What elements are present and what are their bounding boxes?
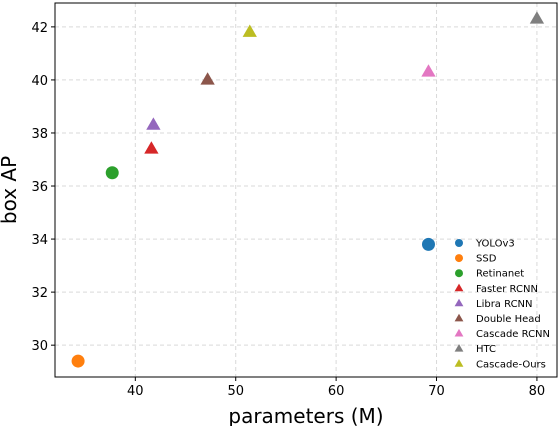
legend-marker-htc	[454, 343, 464, 352]
legend-label-cascade-ours: Cascade-Ours	[476, 359, 546, 370]
point-ssd	[71, 354, 85, 368]
legend-label-yolov3: YOLOv3	[475, 239, 515, 250]
x-tick-label: 80	[529, 384, 546, 399]
legend-label-cascade-rcnn: Cascade RCNN	[476, 329, 550, 340]
point-yolov3	[421, 237, 435, 251]
x-tick-label: 40	[127, 384, 144, 399]
x-axis-label: parameters (M)	[228, 404, 383, 426]
y-tick-label: 30	[31, 339, 48, 354]
point-htc	[529, 11, 545, 24]
point-faster-rcnn	[144, 141, 159, 154]
legend-label-double-head: Double Head	[476, 314, 541, 325]
x-tick-label: 50	[227, 384, 244, 399]
legend-label-ssd: SSD	[476, 254, 497, 265]
legend-marker-yolov3	[455, 239, 463, 247]
legend: YOLOv3 SSD Retinanet Faster RCNN Libra RCNN D…	[454, 239, 550, 370]
legend-marker-double-head	[454, 313, 464, 322]
x-tick-label: 60	[328, 384, 345, 399]
plot-frame	[54, 2, 558, 378]
point-libra-rcnn	[146, 117, 161, 130]
axis-ticks: 40 50 60 70 80 30 32 34 36 38 40 42	[31, 21, 545, 399]
point-cascade-ours	[242, 24, 257, 37]
legend-marker-cascade-rcnn	[454, 328, 464, 337]
point-cascade-rcnn	[421, 64, 436, 77]
y-tick-label: 36	[31, 180, 48, 195]
legend-marker-cascade-ours	[454, 359, 464, 367]
legend-marker-retinanet	[455, 269, 463, 278]
legend-marker-ssd	[455, 254, 463, 263]
legend-label-htc: HTC	[476, 344, 496, 355]
y-tick-label: 40	[31, 74, 48, 89]
x-tick-label: 70	[428, 384, 445, 399]
legend-label-libra-rcnn: Libra RCNN	[476, 299, 533, 310]
legend-marker-libra-rcnn	[454, 298, 464, 307]
point-retinanet	[105, 166, 119, 180]
point-double-head	[200, 72, 215, 85]
legend-label-retinanet: Retinanet	[476, 269, 524, 280]
legend-marker-faster-rcnn	[454, 283, 464, 292]
y-tick-label: 34	[31, 233, 48, 248]
y-tick-label: 38	[31, 127, 48, 142]
y-axis-label: box AP	[0, 156, 21, 224]
data-points	[71, 11, 545, 368]
y-tick-label: 32	[31, 286, 48, 301]
grid	[55, 3, 557, 377]
y-tick-label: 42	[31, 21, 48, 36]
legend-label-faster-rcnn: Faster RCNN	[476, 284, 538, 295]
